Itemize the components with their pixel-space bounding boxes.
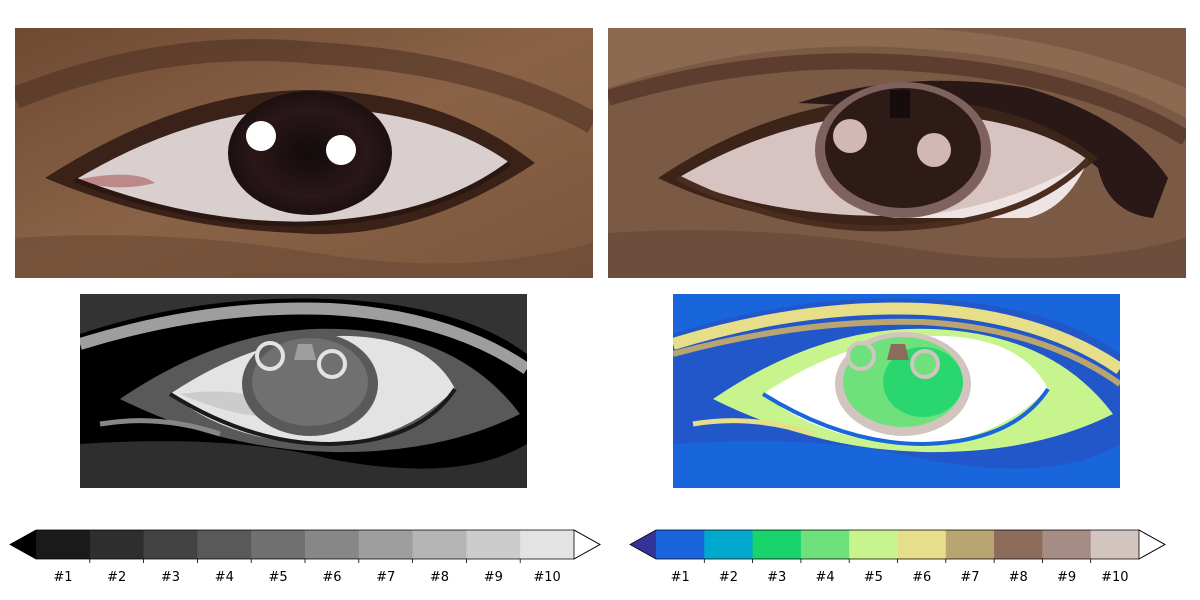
colorbar-over-extension [1138, 529, 1166, 560]
colorbar-segment [251, 530, 306, 559]
colorbar-tick-label: #7 [376, 570, 395, 585]
colorbar-tick-label: #8 [430, 570, 449, 585]
eye-photo-original [15, 28, 593, 278]
colorbar-gray: #1 #2 #3 #4 #5 #6 #7 #8 #9 #10 [9, 529, 601, 585]
colorbar-tick-label: #6 [322, 570, 341, 585]
colorbar-segment [752, 530, 802, 559]
colorbar-tick-label: #1 [671, 570, 690, 585]
colorbar-segment [656, 530, 705, 559]
colorbar-tick-label: #4 [815, 570, 834, 585]
colorbar-tick-label: #9 [1057, 570, 1076, 585]
colorbar-segment [143, 530, 198, 559]
colorbar-tick-label: #3 [767, 570, 786, 585]
colorbar-segment [305, 530, 360, 559]
colorbar-segment [358, 530, 414, 559]
colorbar-tick-label: #4 [215, 570, 234, 585]
eye-grayscale-quantized [80, 294, 527, 488]
colorbar-tick-label: #9 [484, 570, 503, 585]
colorbar-tick-label: #2 [107, 570, 126, 585]
colorbar-segment [36, 530, 91, 559]
colorbar-tick-label: #2 [719, 570, 738, 585]
colorbar-tick-label: #5 [269, 570, 288, 585]
eye-terrain-quantized [673, 294, 1120, 488]
colorbar-tick-label: #8 [1009, 570, 1028, 585]
colorbar-segment [1042, 530, 1092, 559]
colorbar-segment [704, 530, 754, 559]
colorbar-segment [994, 530, 1043, 559]
colorbar-segment [89, 530, 145, 559]
colorbar-outline [9, 529, 601, 560]
colorbar-under-extension [630, 530, 656, 559]
colorbar-tick-label: #10 [533, 570, 560, 585]
colorbar-tick-label: #10 [1101, 570, 1128, 585]
colorbar-segment [849, 530, 898, 559]
colorbar-outline [629, 529, 1166, 560]
colorbar-tick-label: #5 [864, 570, 883, 585]
colorbar-tick-label: #3 [161, 570, 180, 585]
colorbar-segment [197, 530, 252, 559]
colorbar-under-extension [10, 530, 36, 559]
colorbar-tick-label: #6 [912, 570, 931, 585]
colorbar-tick-label: #1 [53, 570, 72, 585]
colorbar-segment [945, 530, 995, 559]
colorbar-segment [1090, 530, 1140, 559]
colorbar-segment [520, 530, 575, 559]
colorbar-segment [800, 530, 850, 559]
colorbar-segment [466, 530, 521, 559]
colorbar-terrain: #1 #2 #3 #4 #5 #6 #7 #8 #9 #10 [629, 529, 1166, 585]
colorbar-segment [412, 530, 467, 559]
eye-photo-quantized [608, 28, 1186, 278]
colorbar-segment [897, 530, 947, 559]
colorbar-over-extension [573, 529, 601, 560]
colorbar-tick-label: #7 [960, 570, 979, 585]
